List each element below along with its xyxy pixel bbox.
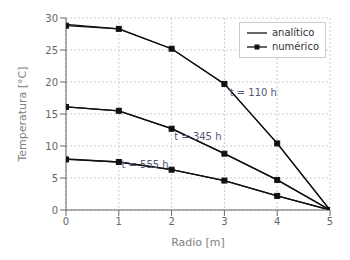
svg-text:20: 20 [45,77,58,88]
svg-text:10: 10 [45,141,58,152]
svg-text:3: 3 [221,216,227,227]
svg-text:t = 110 h: t = 110 h [230,87,277,98]
svg-text:30: 30 [45,13,58,24]
svg-text:25: 25 [45,45,58,56]
svg-text:1: 1 [116,216,122,227]
svg-text:0: 0 [63,216,69,227]
html-text:numérico: numérico [271,41,319,52]
svg-text:5: 5 [52,173,58,184]
svg-text:2: 2 [168,216,174,227]
svg-text:t = 345 h: t = 345 h [174,131,221,142]
svg-text:Radio [m]: Radio [m] [171,236,225,249]
svg-text:t = 555 h: t = 555 h [121,159,168,170]
html-text:analítico: analítico [271,27,315,38]
svg-text:0: 0 [52,205,58,216]
svg-text:Temperatura [°C]: Temperatura [°C] [16,66,29,162]
svg-text:4: 4 [274,216,280,227]
svg-text:15: 15 [45,109,58,120]
svg-text:5: 5 [327,216,333,227]
